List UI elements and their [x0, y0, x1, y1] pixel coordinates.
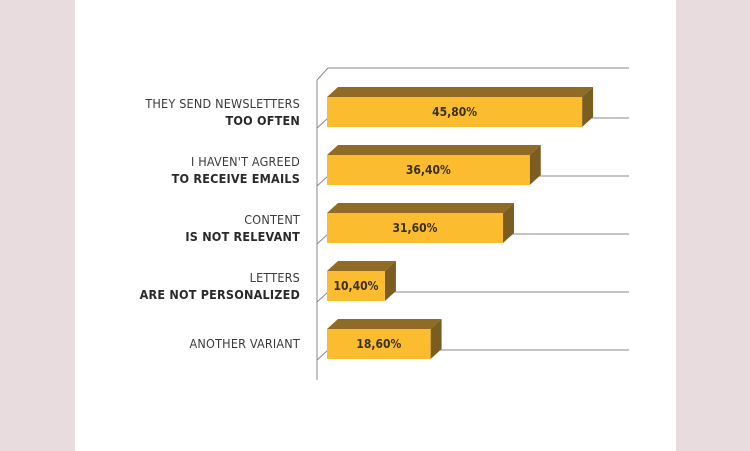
bar-top-face: [327, 261, 396, 271]
gridline-diagonal: [316, 175, 329, 187]
bar: [327, 155, 530, 185]
category-label-line2: ARE NOT PERSONALIZED: [139, 287, 300, 302]
gridline-diagonal: [316, 291, 329, 303]
bar: [327, 271, 385, 301]
bar: [327, 97, 583, 127]
category-label-line1: THEY SEND NEWSLETTERS: [145, 96, 300, 111]
gridline-diagonal: [316, 117, 329, 129]
bar-top-face: [327, 319, 442, 329]
gridline-diagonal: [316, 233, 329, 245]
axis-top-edge: [316, 67, 329, 81]
bar-side-face: [582, 87, 594, 127]
bar-value-label: 31,60%: [393, 221, 438, 235]
bar-value-label: 45,80%: [432, 105, 477, 119]
category-label: THEY SEND NEWSLETTERS TOO OFTEN: [0, 95, 300, 129]
category-label: ANOTHER VARIANT: [0, 335, 300, 352]
bar-value-label: 36,40%: [406, 163, 451, 177]
bar: [327, 329, 431, 359]
bar-side-face: [503, 203, 515, 243]
category-label-line2: IS NOT RELEVANT: [185, 229, 300, 244]
category-label: I HAVEN'T AGREED TO RECEIVE EMAILS: [0, 153, 300, 187]
bar: [327, 213, 504, 243]
bar-top-face: [327, 203, 515, 213]
bar-top-face: [327, 145, 541, 155]
bar-side-face: [430, 319, 442, 359]
category-label-line1: ANOTHER VARIANT: [189, 336, 300, 351]
category-label: LETTERS ARE NOT PERSONALIZED: [0, 269, 300, 303]
category-label-line2: TO RECEIVE EMAILS: [171, 171, 300, 186]
bar-side-face: [384, 261, 396, 301]
category-label-line1: LETTERS: [249, 270, 300, 285]
category-label-line1: I HAVEN'T AGREED: [190, 154, 300, 169]
bar-side-face: [529, 145, 541, 185]
category-label: CONTENT IS NOT RELEVANT: [0, 211, 300, 245]
gridline-diagonal: [316, 349, 329, 361]
bar-top-face: [327, 87, 594, 97]
bar-value-label: 18,60%: [356, 337, 401, 351]
bar-value-label: 10,40%: [333, 279, 378, 293]
category-label-line2: TOO OFTEN: [225, 113, 300, 128]
category-label-line1: CONTENT: [244, 212, 300, 227]
